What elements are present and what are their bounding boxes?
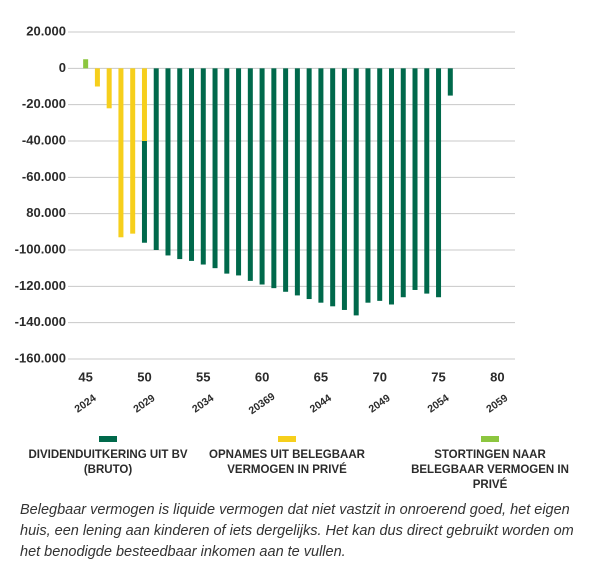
- y-tick-label: 80.000: [26, 205, 66, 220]
- legend-item: OPNAMES UIT BELEGBAAR VERMOGEN IN PRIVÉ: [187, 436, 387, 478]
- legend-item: STORTINGEN NAAR BELEGBAAR VERMOGEN IN PR…: [390, 436, 590, 493]
- bar: [388, 68, 394, 305]
- year-tick-label: 2024: [73, 392, 99, 415]
- bar: [165, 68, 171, 256]
- x-tick-label: 80: [490, 369, 504, 384]
- y-tick-label: -100.000: [15, 241, 66, 256]
- bar: [106, 68, 112, 109]
- bar: [283, 68, 289, 292]
- x-tick-label: 50: [137, 369, 151, 384]
- bar: [306, 68, 312, 300]
- bar: [141, 68, 147, 141]
- bar: [153, 68, 159, 250]
- year-tick-label: 2034: [190, 392, 216, 415]
- bar: [118, 68, 124, 238]
- x-tick-label: 70: [372, 369, 386, 384]
- chart: 20.000 0 -20.000 -40.000 -60.000 80.000 -100.0…: [15, 23, 515, 417]
- x-tick-label: 45: [78, 369, 92, 384]
- year-tick-label: 2029: [131, 392, 157, 415]
- y-tick-label: -60.000: [22, 169, 66, 184]
- bar: [141, 141, 147, 243]
- bar: [130, 68, 136, 234]
- bar: [330, 68, 336, 307]
- bar: [318, 68, 324, 303]
- year-tick-label: 2054: [425, 392, 451, 415]
- x-tick-label: 65: [314, 369, 328, 384]
- y-tick-label: 0: [59, 60, 66, 75]
- x-tick-label: 75: [431, 369, 445, 384]
- bar: [447, 68, 453, 96]
- year-tick-label: 2059: [484, 392, 510, 415]
- legend-swatch: [278, 436, 296, 442]
- y-tick-label: 20.000: [26, 23, 66, 38]
- bar: [271, 68, 277, 289]
- y-tick-label: -140.000: [15, 314, 66, 329]
- bar: [236, 68, 242, 276]
- bar: [353, 68, 359, 316]
- x-tick-label: 60: [255, 369, 269, 384]
- y-tick-label: -160.000: [15, 350, 66, 365]
- legend-label: OPNAMES UIT BELEGBAAR VERMOGEN IN PRIVÉ: [209, 449, 365, 476]
- legend-swatch: [481, 436, 499, 442]
- x-tick-label: 55: [196, 369, 210, 384]
- bar: [259, 68, 265, 285]
- bar: [224, 68, 230, 274]
- year-tick-label: 20369: [247, 390, 278, 417]
- legend-swatch: [99, 436, 117, 442]
- y-tick-label: -40.000: [22, 132, 66, 147]
- y-tick-label: -20.000: [22, 96, 66, 111]
- bar: [189, 68, 195, 261]
- bar: [377, 68, 383, 301]
- bar: [294, 68, 300, 296]
- bar: [212, 68, 218, 269]
- year-tick-label: 2049: [367, 392, 393, 415]
- legend-item: DIVIDENDUITKERING UIT BV (BRUTO): [8, 436, 208, 478]
- bar: [200, 68, 206, 265]
- footnote: Belegbaar vermogen is liquide vermogen d…: [20, 502, 574, 560]
- bar: [341, 68, 347, 310]
- bar: [365, 68, 371, 303]
- bar: [247, 68, 253, 281]
- y-tick-label: -120.000: [15, 278, 66, 293]
- bar: [436, 68, 442, 298]
- bar: [83, 59, 89, 69]
- bar: [400, 68, 406, 298]
- bar: [177, 68, 183, 260]
- legend-label: DIVIDENDUITKERING UIT BV (BRUTO): [28, 449, 188, 476]
- legend-label: STORTINGEN NAAR BELEGBAAR VERMOGEN IN PR…: [411, 449, 569, 491]
- year-tick-label: 2044: [308, 392, 334, 415]
- bar: [412, 68, 418, 290]
- bar: [94, 68, 100, 87]
- bar: [424, 68, 430, 294]
